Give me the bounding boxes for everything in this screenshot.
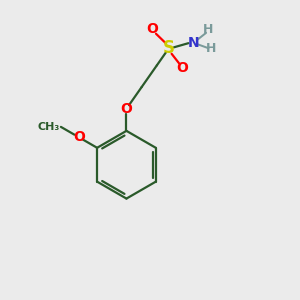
- Text: O: O: [73, 130, 85, 144]
- Text: CH₃: CH₃: [37, 122, 59, 132]
- Text: O: O: [121, 102, 132, 116]
- Text: H: H: [206, 42, 217, 55]
- Text: O: O: [146, 22, 158, 36]
- Text: H: H: [203, 23, 214, 36]
- Text: N: N: [188, 36, 200, 50]
- Text: S: S: [163, 40, 175, 58]
- Text: O: O: [176, 61, 188, 75]
